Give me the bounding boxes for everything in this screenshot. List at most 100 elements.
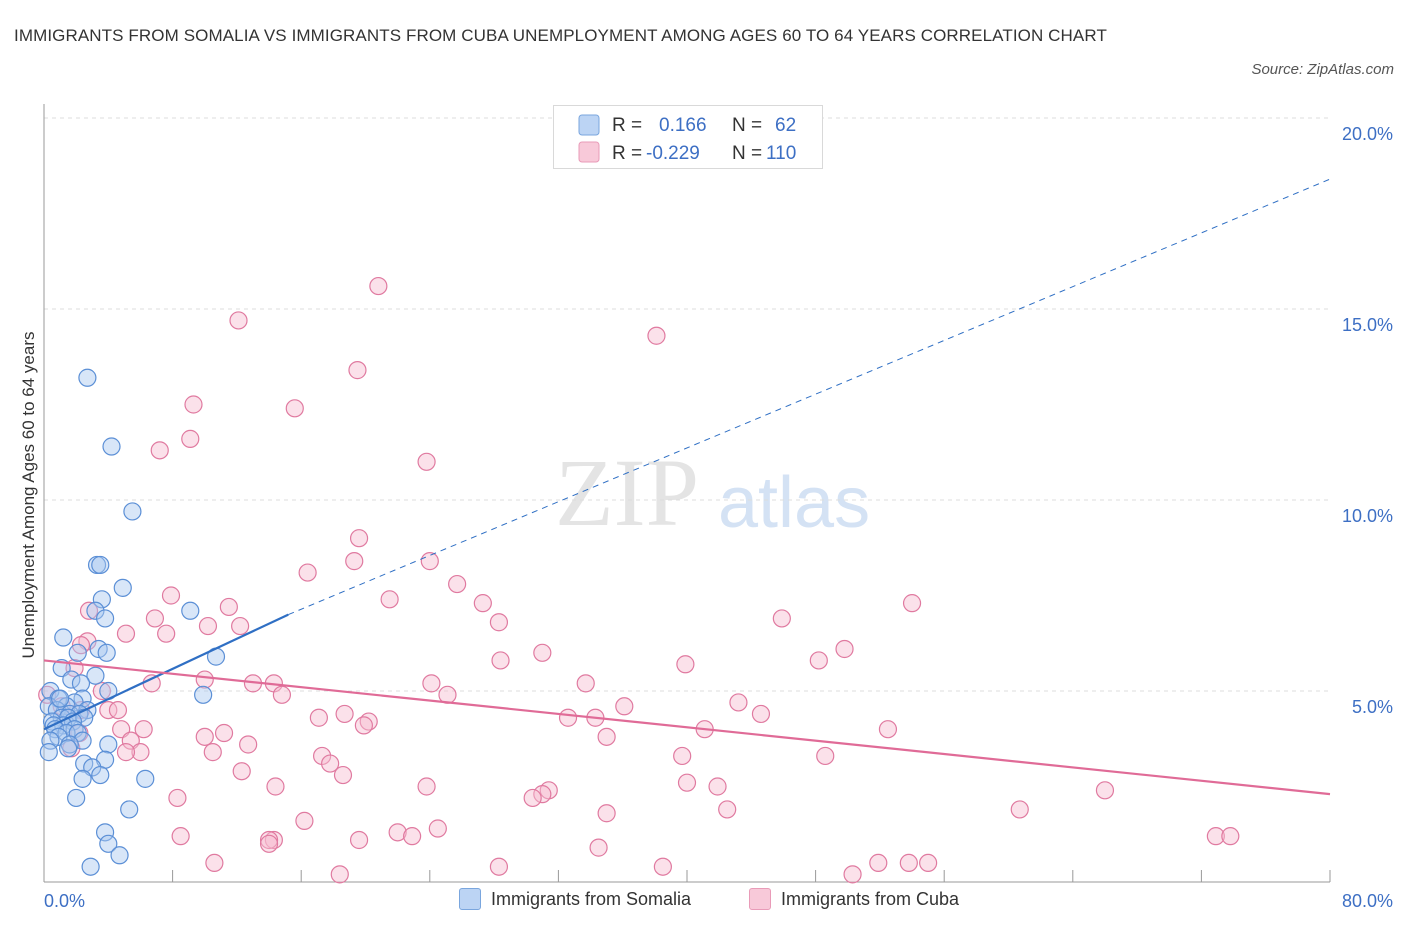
cuba-point-39 — [576, 674, 595, 693]
cuba-point-18 — [219, 597, 238, 617]
somalia-point-0 — [78, 368, 97, 387]
legend-n-label-cuba: N = — [732, 143, 762, 164]
series-label-somalia: Immigrants from Somalia — [491, 888, 692, 909]
legend-r-label-somalia: R = — [612, 115, 642, 136]
series-legend-cuba: Immigrants from Cuba — [749, 888, 959, 910]
somalia-point-59 — [110, 846, 129, 865]
somalia-point-52 — [91, 765, 110, 785]
cuba-point-70 — [203, 743, 222, 762]
somalia-point-57 — [95, 823, 115, 842]
cuba-point-73 — [673, 746, 692, 766]
somalia-trend-extension — [288, 178, 1331, 616]
watermark: ZIP atlas — [555, 439, 870, 546]
cuba-point-85 — [1095, 781, 1115, 800]
cuba-point-6 — [181, 429, 200, 448]
cuba-point-78 — [417, 777, 436, 796]
cuba-point-98 — [259, 830, 279, 850]
series-legend-somalia: Immigrants from Somalia — [459, 888, 691, 910]
cuba-point-101 — [869, 853, 888, 873]
cuba-point-24 — [198, 616, 218, 636]
cuba-point-45 — [729, 693, 748, 712]
somalia-point-18 — [71, 674, 91, 693]
cuba-point-47 — [615, 697, 634, 716]
somalia-point-12 — [97, 643, 116, 662]
cuba-point-51 — [335, 704, 354, 724]
cuba-point-105 — [330, 865, 349, 884]
cuba-point-37 — [142, 674, 161, 693]
cuba-point-93 — [1206, 827, 1225, 846]
y-tick-label-10: 10.0% — [1342, 506, 1393, 526]
cuba-point-9 — [349, 529, 369, 548]
cuba-point-76 — [232, 762, 251, 781]
somalia-point-7 — [86, 601, 105, 620]
cuba-point-26 — [116, 624, 136, 643]
x-tick-label-min: 0.0% — [44, 891, 85, 911]
watermark-zip: ZIP — [555, 439, 699, 546]
cuba-point-12 — [298, 563, 317, 582]
y-tick-label-15: 15.0% — [1342, 315, 1393, 335]
cuba-point-25 — [157, 624, 176, 643]
y-tick-label-20: 20.0% — [1342, 124, 1393, 144]
cuba-point-71 — [116, 743, 136, 762]
cuba-point-1 — [229, 311, 248, 330]
cuba-point-20 — [145, 609, 165, 628]
cuba-point-74 — [816, 746, 835, 766]
cuba-point-14 — [161, 586, 181, 605]
somalia-point-16 — [86, 666, 105, 685]
somalia-point-1 — [102, 437, 121, 456]
somalia-point-43 — [41, 731, 60, 750]
somalia-points — [39, 368, 226, 876]
series-label-cuba: Immigrants from Cuba — [781, 888, 960, 909]
cuba-point-32 — [809, 651, 828, 670]
correlation-legend-svg: R = 0.166 N = 62 R = -0.229 N = 110 — [578, 114, 796, 164]
axes — [43, 104, 1331, 883]
cuba-point-8 — [417, 452, 436, 471]
cuba-point-79 — [677, 773, 697, 792]
cuba-point-94 — [1221, 827, 1240, 846]
y-axis-title: Unemployment Among Ages 60 to 64 years — [19, 332, 38, 659]
cuba-point-17 — [902, 594, 922, 613]
cuba-point-92 — [388, 823, 407, 842]
somalia-point-55 — [67, 788, 86, 808]
cuba-point-57 — [354, 716, 373, 735]
somalia-point-61 — [50, 689, 70, 708]
legend-swatch-somalia — [578, 114, 600, 136]
series-legend: Immigrants from Somalia Immigrants from … — [0, 888, 1406, 918]
somalia-point-5 — [113, 578, 132, 597]
legend-r-value-cuba: -0.229 — [646, 143, 700, 164]
somalia-point-47 — [59, 739, 78, 758]
cuba-point-67 — [239, 735, 258, 754]
cuba-point-3 — [348, 361, 367, 380]
cuba-point-100 — [205, 853, 224, 873]
cuba-point-109 — [259, 834, 279, 853]
cuba-point-107 — [919, 853, 938, 873]
cuba-point-7 — [150, 441, 169, 460]
somalia-point-58 — [99, 834, 118, 853]
cuba-point-91 — [428, 819, 447, 838]
cuba-point-29 — [835, 639, 854, 659]
cuba-point-55 — [558, 708, 578, 727]
chart-title: IMMIGRANTS FROM SOMALIA VS IMMIGRANTS FR… — [14, 26, 1107, 45]
legend-n-value-somalia: 62 — [775, 115, 796, 136]
cuba-point-69 — [131, 743, 150, 762]
cuba-point-103 — [489, 857, 509, 876]
series-swatch-somalia — [459, 888, 481, 910]
somalia-point-60 — [81, 857, 100, 876]
cuba-point-102 — [899, 853, 918, 873]
cuba-point-80 — [266, 777, 285, 796]
somalia-point-9 — [181, 601, 200, 620]
somalia-trend-line — [43, 613, 289, 731]
cuba-trend-line — [43, 659, 1331, 796]
cuba-point-48 — [99, 700, 118, 720]
legend-swatch-cuba — [578, 141, 600, 163]
cuba-point-81 — [708, 777, 727, 796]
cuba-point-61 — [878, 720, 898, 739]
cuba-point-87 — [718, 800, 737, 819]
somalia-point-13 — [68, 643, 87, 662]
cuba-point-10 — [345, 552, 364, 571]
cuba-point-104 — [653, 857, 672, 876]
cuba-point-66 — [597, 727, 616, 746]
somalia-point-21 — [194, 685, 213, 704]
cuba-point-89 — [295, 811, 314, 830]
tick-labels: 5.0% 10.0% 15.0% 20.0% 0.0% 80.0% — [44, 124, 1393, 911]
